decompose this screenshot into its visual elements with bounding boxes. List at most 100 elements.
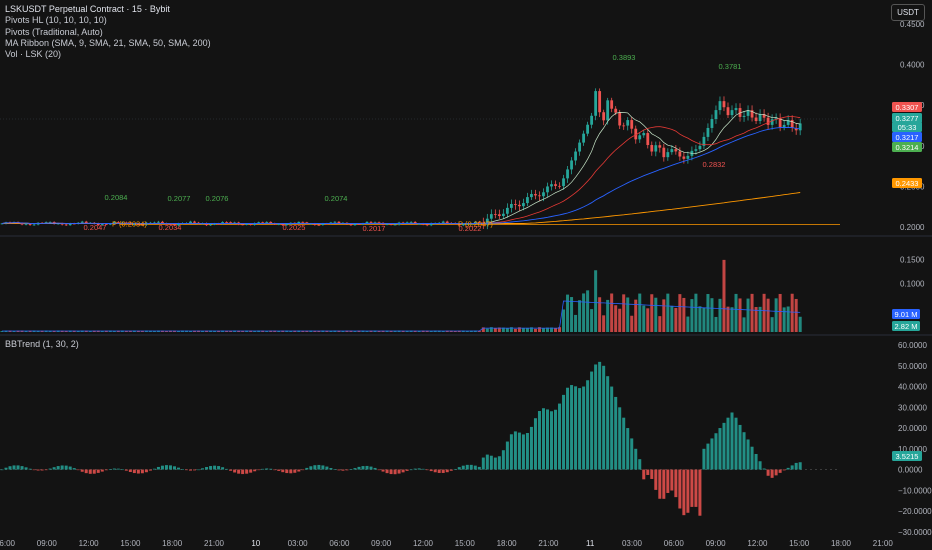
candle-body [249,224,253,225]
bbtrend-bar [413,468,417,470]
bbtrend-bar [642,469,646,480]
candle-body [598,91,602,113]
candle-body [68,223,72,226]
bbtrend-bar [329,468,333,470]
volume-bar [618,308,622,332]
bbtrend-bar [401,469,405,473]
pivot-high-label: 0.2076 [206,194,229,203]
candle-body [209,224,212,226]
candle-body [369,221,373,223]
bbtrend-bar [241,469,245,475]
bbtrend-bar [626,428,630,470]
bbtrend-bar [485,454,489,470]
candle-body [782,124,786,128]
bbtrend-bar [24,467,28,470]
legend-bbtrend[interactable]: BBTrend (1, 30, 2) [5,339,79,349]
bbtrend-tick-label: −20.0000 [898,507,932,516]
bbtrend-bar [309,466,313,470]
volume-bar [176,331,180,332]
candle-body [104,224,108,225]
bbtrend-bar [794,462,798,470]
bbtrend-bar [297,469,301,472]
bbtrend-bar [714,433,718,470]
legend-ma-ribbon[interactable]: MA Ribbon (SMA, 9, SMA, 21, SMA, 50, SMA… [5,37,211,48]
candle-body [666,152,670,158]
candle-body [0,223,4,225]
volume-bar [485,328,489,332]
bbtrend-bar [718,428,722,470]
volume-bar [754,307,758,332]
currency-button[interactable]: USDT [891,4,925,21]
candle-body [702,136,706,146]
bbtrend-bar [493,457,497,470]
bbtrend-bar [237,469,241,474]
bbtrend-bar [305,467,309,470]
volume-bar [517,327,521,332]
bbtrend-bar [630,438,634,470]
bbtrend-bar [558,403,562,470]
legend-pivots[interactable]: Pivots (Traditional, Auto) [5,26,103,37]
price-axis-badge [892,178,922,188]
bbtrend-bar [52,467,56,470]
candle-body [493,214,497,215]
bbtrend-bar [574,386,578,470]
volume-bar [622,294,626,332]
bbtrend-tick-label: −10.0000 [898,486,932,495]
bbtrend-bar [654,469,658,490]
price-axis-badge-text: 0.3307 [896,103,919,112]
time-tick-label: 18:00 [497,539,518,548]
bbtrend-bar [610,386,614,470]
bbtrend-bar [201,468,205,470]
bbtrend-bar [76,469,80,471]
time-tick-label: 06:00 [664,539,685,548]
price-axis-badge [892,102,922,112]
volume-bar [650,294,654,332]
bbtrend-bar [393,469,397,475]
time-tick-label: 03:00 [288,539,309,548]
volume-bar [782,307,786,332]
bbtrend-bar [417,468,421,470]
volume-bar [614,305,618,332]
candle-body [638,135,642,140]
candle-body [698,145,702,150]
bbtrend-bar [48,468,52,470]
bbtrend-bar [64,465,68,470]
bbtrend-bar [293,469,297,473]
bbtrend-axis-badge [892,451,922,461]
bbtrend-bar [562,394,566,470]
legend-volume[interactable]: Vol · LSK (20) [5,49,62,60]
volume-bar [537,327,541,332]
volume-bar [521,327,525,332]
volume-bar [76,330,80,332]
volume-bar [702,307,706,332]
bbtrend-bar [545,409,549,470]
candle-body [285,224,289,226]
candle-body [778,118,782,128]
symbol-title[interactable]: LSKUSDT Perpetual Contract · 15 · Bybit [5,4,170,14]
pivot-low-label: 0.2034 [159,223,182,232]
candle-body [734,108,738,111]
legend-pivots-hl[interactable]: Pivots HL (10, 10, 10, 10) [5,15,107,26]
candle-body [213,223,216,225]
bbtrend-bar [108,469,112,470]
bbtrend-bar [521,434,525,470]
candle-body [72,223,76,225]
bbtrend-bar [606,376,610,470]
volume-axis-badge-text: 2.82 M [895,322,918,331]
volume-bar [341,330,345,332]
bbtrend-bar [742,432,746,470]
candle-body [389,224,393,225]
bbtrend-bar [373,467,377,470]
candle-body [758,114,762,122]
candle-body [686,155,690,159]
bbtrend-bar [140,469,144,474]
bbtrend-bar [12,465,16,470]
bbtrend-bar [650,469,654,479]
bbtrend-bar [353,468,357,470]
price-tick-label: 0.4000 [900,61,925,70]
candle-body [136,224,140,226]
candle-body [277,223,281,225]
candle-body [413,221,417,224]
volume-bar [525,327,529,332]
